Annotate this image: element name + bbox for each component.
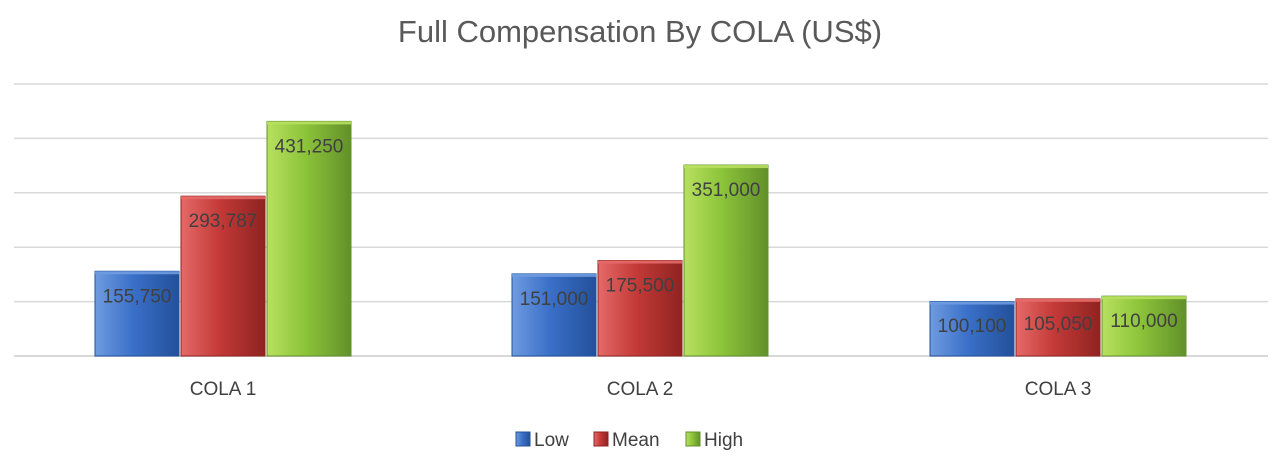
data-label: 351,000 (692, 180, 761, 201)
legend-label: Mean (612, 430, 660, 451)
legend-item-high[interactable]: High (685, 430, 743, 451)
data-label: 100,100 (938, 316, 1007, 337)
category-labels: COLA 1 COLA 2 COLA 3 (190, 379, 1092, 400)
data-label: 105,050 (1024, 314, 1093, 335)
bar-low-cola-2[interactable] (511, 273, 597, 357)
bar-top-highlight (598, 260, 682, 264)
bar-mean-cola-2[interactable] (597, 260, 683, 357)
bar-top-highlight (95, 271, 179, 275)
data-label: 151,000 (520, 289, 589, 310)
legend-label: Low (534, 430, 569, 451)
legend-item-mean[interactable]: Mean (593, 430, 660, 451)
chart-title: Full Compensation By COLA (US$) (398, 14, 882, 49)
bar-low-cola-1[interactable] (94, 270, 180, 357)
legend-label: High (704, 430, 743, 451)
bar-mean-cola-3[interactable] (1015, 298, 1101, 357)
category-label: COLA 3 (1025, 379, 1092, 400)
legend-swatch (593, 431, 609, 447)
bar-top-highlight (1102, 296, 1186, 300)
bar-top-highlight (1016, 298, 1100, 302)
data-label: 155,750 (103, 286, 172, 307)
category-label: COLA 2 (607, 379, 674, 400)
legend[interactable]: Low Mean High (515, 430, 743, 451)
bar-top-highlight (930, 301, 1014, 305)
data-label: 175,500 (606, 276, 675, 297)
legend-swatch (515, 431, 531, 447)
data-labels: 155,750 293,787 431,250 151,000 175,500 351,0… (103, 136, 1178, 337)
legend-item-low[interactable]: Low (515, 430, 569, 451)
bar-high-cola-1[interactable] (266, 120, 352, 357)
bar-top-highlight (267, 121, 351, 125)
data-label: 431,250 (275, 136, 344, 157)
legend-swatch (685, 431, 701, 447)
bar-top-highlight (181, 196, 265, 200)
bar-top-highlight (512, 273, 596, 277)
data-label: 293,787 (189, 211, 258, 232)
bar-mean-cola-1[interactable] (180, 195, 266, 357)
bars (94, 120, 1187, 357)
bar-low-cola-3[interactable] (929, 301, 1015, 357)
bar-top-highlight (684, 165, 768, 169)
bar-high-cola-3[interactable] (1101, 295, 1187, 357)
category-label: COLA 1 (190, 379, 257, 400)
data-label: 110,000 (1110, 311, 1177, 332)
